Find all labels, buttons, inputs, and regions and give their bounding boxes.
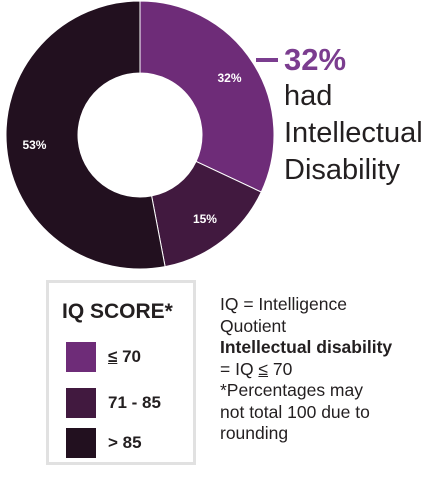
legend-item-gt-85: > 85 <box>66 427 142 459</box>
note-iq-line-2: Quotient <box>220 315 287 336</box>
legend-label-71-85: 71 - 85 <box>108 393 161 412</box>
legend-label-le-symbol: ≤ <box>108 347 118 366</box>
callout-line-2: Intellectual <box>284 117 423 149</box>
callout-leader-line <box>256 58 278 62</box>
note-intellectual-disability-heading: Intellectual disability <box>220 337 393 357</box>
note-def-suffix: 70 <box>268 358 293 379</box>
legend-item-le-70: ≤ 70 <box>66 341 141 373</box>
legend-swatch-71-85 <box>66 388 96 418</box>
slice-71-85-label: 15% <box>193 212 217 226</box>
donut-chart: 32% 15% 53% <box>5 0 275 270</box>
legend-title: IQ SCORE* <box>62 300 173 323</box>
slice-gt-85 <box>5 0 166 270</box>
slice-le-70 <box>139 0 275 193</box>
notes: IQ = Intelligence Quotient Intellectual … <box>220 294 440 445</box>
legend-swatch-gt-85 <box>66 428 96 458</box>
legend: IQ SCORE* ≤ 70 71 - 85 > 85 <box>46 280 196 465</box>
callout-percent: 32% <box>284 42 347 77</box>
note-iq-line-1: IQ = Intelligence <box>220 294 347 314</box>
callout-line-3: Disability <box>284 154 401 186</box>
note-footnote-line-2: not total 100 due to <box>220 401 370 422</box>
legend-label-le-value: 70 <box>117 347 141 366</box>
slice-71-85 <box>151 160 262 268</box>
callout-line-1: had <box>284 80 333 112</box>
note-footnote-line-3: rounding <box>220 423 289 443</box>
slice-le-70-label: 32% <box>217 71 241 85</box>
legend-label-gt-85: > 85 <box>108 433 142 452</box>
note-intellectual-disability-definition: = IQ ≤ 70 <box>220 359 440 381</box>
legend-label-le-70: ≤ 70 <box>108 347 141 367</box>
legend-item-71-85: 71 - 85 <box>66 387 161 419</box>
slice-gt-85-label: 53% <box>22 138 46 152</box>
callout: 32% had Intellectual Disability <box>284 42 423 189</box>
note-def-le: ≤ <box>258 358 269 379</box>
note-def-prefix: = IQ <box>220 358 259 379</box>
legend-swatch-le-70 <box>66 342 96 372</box>
note-footnote-line-1: *Percentages may <box>220 380 363 400</box>
